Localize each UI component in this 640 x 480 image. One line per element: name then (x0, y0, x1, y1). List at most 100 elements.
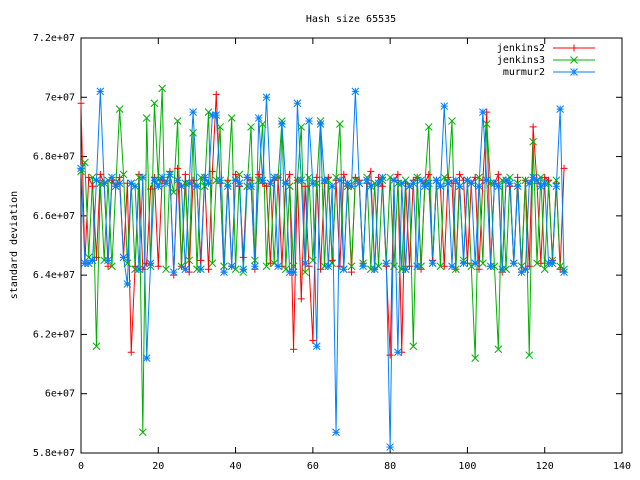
data-point (347, 262, 356, 271)
x-tick-label: 0 (78, 461, 84, 472)
x-tick-label: 80 (384, 461, 396, 472)
data-point (305, 117, 313, 125)
data-point (324, 262, 333, 271)
data-point (312, 179, 321, 188)
data-point (150, 99, 159, 108)
data-point (243, 182, 252, 191)
data-point (111, 182, 120, 191)
data-point (312, 342, 321, 351)
data-point (332, 173, 340, 182)
data-point (405, 182, 414, 191)
data-point (536, 182, 545, 191)
data-point (301, 259, 309, 268)
data-point (444, 173, 452, 181)
data-point (421, 182, 429, 191)
data-point (340, 170, 348, 178)
data-point (142, 114, 151, 122)
data-point (451, 176, 460, 185)
data-point (181, 265, 190, 274)
data-point (394, 179, 402, 188)
data-point (100, 256, 109, 265)
data-point (281, 265, 290, 274)
legend-marker (570, 56, 578, 64)
data-point (536, 173, 545, 182)
data-point (88, 173, 97, 182)
data-point (85, 173, 93, 181)
data-point (77, 99, 85, 107)
data-point (316, 120, 325, 128)
data-point (525, 262, 533, 270)
data-point (262, 93, 271, 102)
data-point (189, 176, 197, 184)
data-point (196, 265, 205, 274)
data-point (436, 262, 445, 271)
data-point (366, 265, 375, 274)
data-point (409, 179, 418, 188)
data-point (556, 262, 565, 271)
data-point (348, 268, 355, 276)
data-point (525, 351, 534, 360)
data-point (455, 182, 464, 191)
data-point (231, 265, 240, 274)
data-point (502, 176, 510, 185)
data-point (479, 108, 487, 116)
data-point (347, 182, 356, 191)
data-point (448, 262, 456, 271)
data-point (131, 265, 139, 274)
data-point (81, 259, 89, 268)
data-point (475, 182, 483, 191)
data-point (301, 268, 309, 277)
data-point (498, 265, 507, 274)
data-point (266, 259, 274, 267)
data-point (394, 170, 402, 178)
data-point (448, 117, 456, 125)
data-point (540, 265, 549, 274)
data-point (119, 253, 128, 262)
data-point (386, 173, 394, 182)
data-point (204, 179, 213, 188)
data-point (92, 342, 101, 351)
x-tick-label: 60 (307, 461, 319, 472)
data-point (262, 262, 271, 271)
data-point (506, 179, 514, 188)
data-point (216, 176, 224, 185)
data-point (251, 262, 259, 271)
data-point (494, 170, 502, 178)
data-point (309, 336, 317, 344)
data-point (286, 170, 294, 178)
data-point (138, 173, 147, 182)
data-point (514, 173, 522, 181)
data-point (197, 256, 205, 264)
data-point (289, 262, 298, 271)
x-tick-label: 140 (613, 461, 631, 472)
data-point (104, 176, 112, 185)
data-point (413, 173, 422, 182)
data-point (123, 259, 132, 268)
data-point (96, 179, 105, 188)
data-point (552, 176, 561, 185)
data-point (560, 164, 568, 172)
data-point (328, 182, 337, 191)
data-point (305, 173, 313, 182)
data-point (239, 253, 247, 261)
data-point (324, 176, 333, 185)
data-point (517, 268, 526, 277)
data-point (247, 182, 255, 191)
data-point (494, 182, 503, 191)
data-point (397, 179, 406, 188)
data-point (301, 182, 309, 190)
data-point (293, 99, 302, 108)
y-tick-label: 7.2e+07 (33, 33, 75, 44)
data-point (320, 176, 329, 185)
data-point (204, 108, 213, 116)
data-point (382, 259, 391, 268)
data-point (92, 176, 101, 185)
data-point (533, 176, 541, 185)
data-point (150, 176, 159, 185)
data-point (328, 259, 337, 268)
data-point (255, 170, 263, 178)
legend-marker (570, 44, 578, 52)
data-point (332, 428, 340, 437)
data-point (247, 123, 255, 131)
